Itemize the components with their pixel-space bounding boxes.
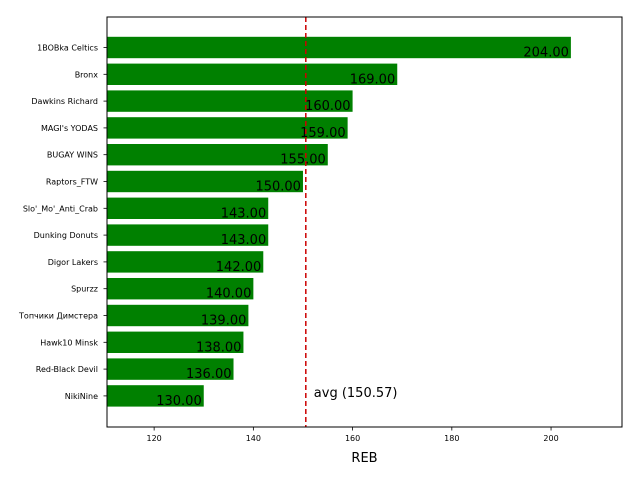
y-tick-label: Digor Lakers xyxy=(48,258,98,267)
bar xyxy=(107,197,269,219)
bar-value-label: 143.00 xyxy=(221,233,267,248)
y-tick-label: NikiNine xyxy=(65,392,98,401)
bar xyxy=(107,117,348,139)
y-tick-label: Dunking Donuts xyxy=(34,231,98,240)
bar-value-label: 143.00 xyxy=(221,206,267,221)
bar xyxy=(107,358,234,380)
y-tick-label: 1BOBka Celtics xyxy=(37,44,98,53)
bar-value-label: 139.00 xyxy=(201,314,247,329)
y-tick-label: Топчики Димстера xyxy=(18,312,98,321)
bar-value-label: 169.00 xyxy=(350,72,396,87)
y-tick-label: Bronx xyxy=(75,70,99,79)
bar-value-label: 159.00 xyxy=(300,126,346,141)
x-axis-ticks: 120 140 160 180 200 xyxy=(146,427,559,443)
y-axis-ticks: 1BOBka Celtics Bronx Dawkins Richard MAGI's… xyxy=(18,44,107,401)
y-tick-label: Dawkins Richard xyxy=(31,97,98,106)
bar xyxy=(107,170,303,193)
x-axis-label: REB xyxy=(351,451,377,466)
bar xyxy=(107,251,264,273)
bar xyxy=(107,144,328,166)
bar xyxy=(107,63,398,85)
bar xyxy=(107,36,571,59)
bar-value-label: 130.00 xyxy=(156,394,202,409)
bar-value-label: 140.00 xyxy=(206,287,252,302)
bar xyxy=(107,224,269,246)
bar xyxy=(107,331,244,353)
y-tick-label: Raptors_FTW xyxy=(46,178,98,187)
bar-value-label: 136.00 xyxy=(186,367,232,382)
y-tick-label: BUGAY WINS xyxy=(47,151,98,160)
x-tick-label: 180 xyxy=(444,434,459,443)
y-tick-label: Hawk10 Minsk xyxy=(40,338,98,347)
plot-frame xyxy=(106,16,623,428)
bar-value-label: 150.00 xyxy=(255,180,301,195)
bars-group xyxy=(107,36,571,407)
y-tick-label: Slo'_Mo'_Anti_Crab xyxy=(23,204,98,213)
bar-value-labels: 204.00 169.00 160.00 159.00 155.00 150.00 143.… xyxy=(156,46,569,409)
bar-value-label: 160.00 xyxy=(305,99,351,114)
y-tick-label: Spurzz xyxy=(71,285,98,294)
y-tick-label: Red-Black Devil xyxy=(36,365,98,374)
bar xyxy=(107,304,249,327)
bar-value-label: 138.00 xyxy=(196,340,242,355)
y-tick-label: MAGI's YODAS xyxy=(41,124,98,133)
bar-value-label: 155.00 xyxy=(280,153,326,168)
bar-value-label: 142.00 xyxy=(216,260,262,275)
x-tick-label: 140 xyxy=(246,434,261,443)
x-tick-label: 120 xyxy=(146,434,161,443)
x-tick-label: 200 xyxy=(543,434,558,443)
average-label: avg (150.57) xyxy=(314,386,398,401)
bar xyxy=(107,90,353,112)
bar xyxy=(107,385,204,407)
x-tick-label: 160 xyxy=(345,434,360,443)
bar xyxy=(107,278,254,300)
bar-value-label: 204.00 xyxy=(523,46,569,61)
